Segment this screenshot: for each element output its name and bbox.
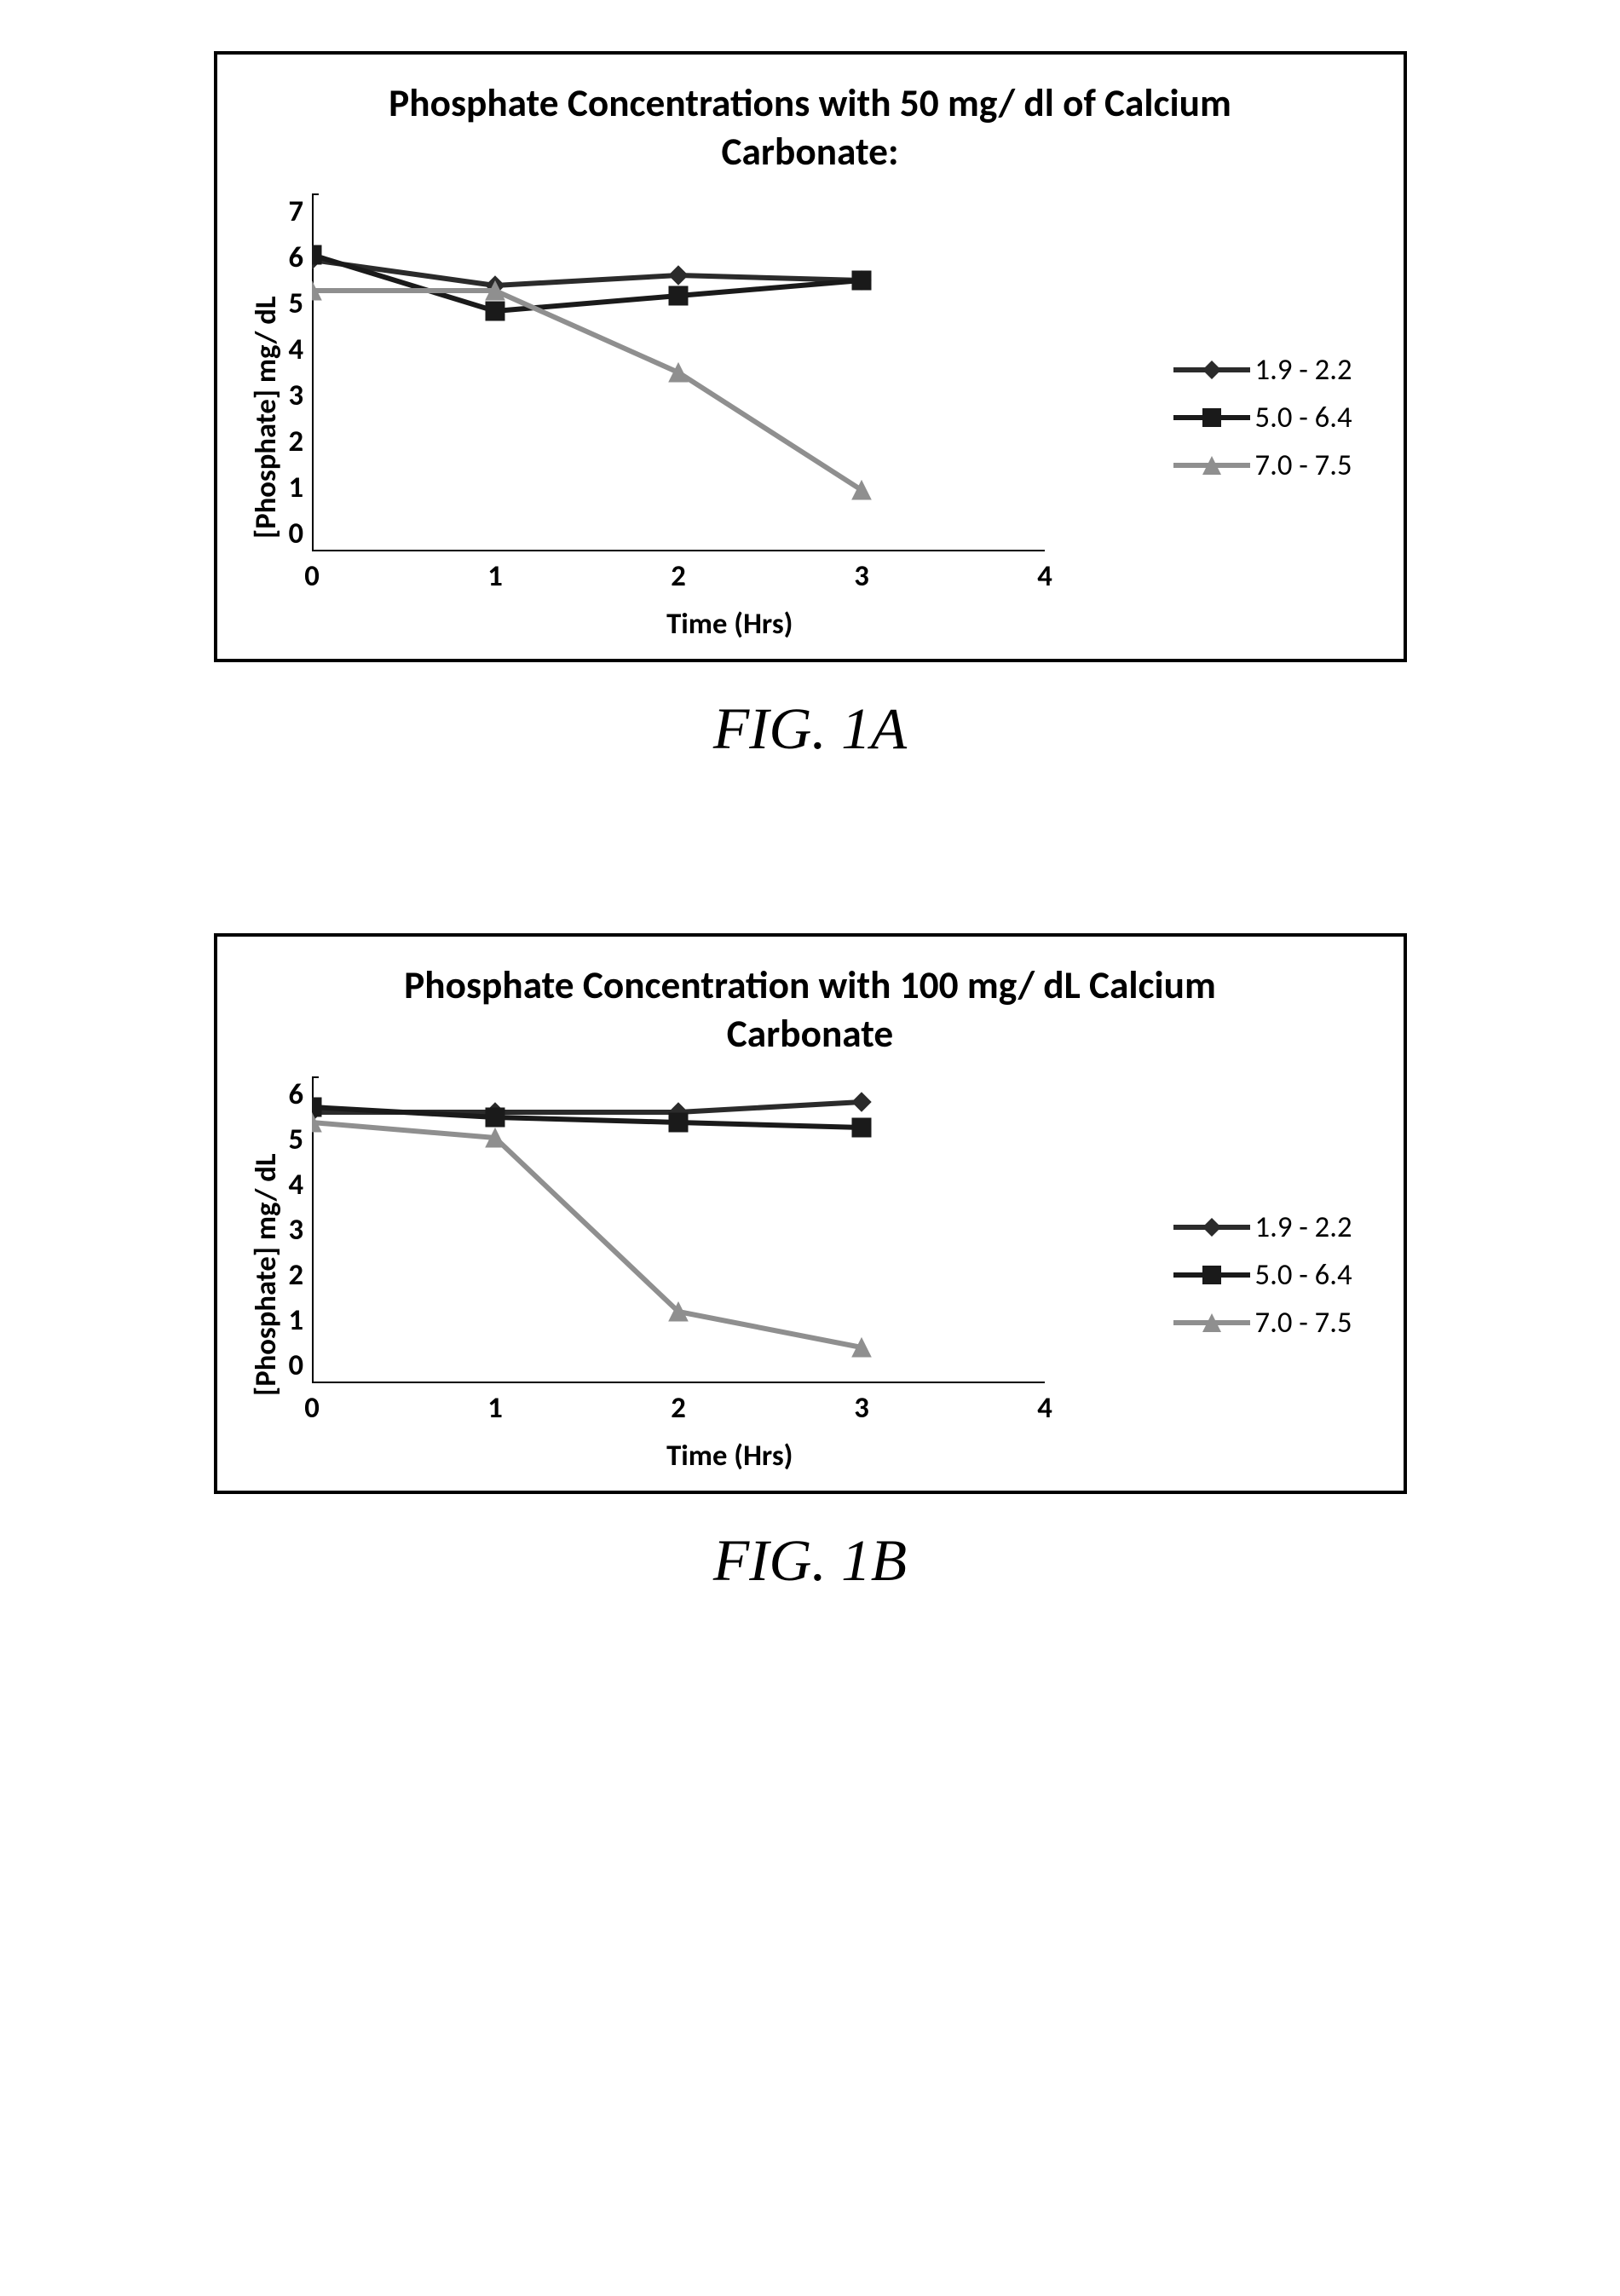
ytick-label: 6: [289, 1076, 304, 1112]
panel-gap: [0, 797, 1620, 933]
figure-1b-title-line2: Carbonate: [727, 1011, 893, 1058]
figure-1a-chart-row: [Phosphate] mg/ dL 7 6 5 4 3 2 1 0 0 1 2 3 4 Time (…: [243, 193, 1378, 642]
ytick-label: 7: [289, 193, 304, 229]
figure-1a-svg: [312, 193, 1045, 551]
legend-item: 1.9 - 2.2: [1173, 1209, 1378, 1245]
figure-1b-xlabel: Time (Hrs): [312, 1438, 1147, 1474]
legend-swatch-icon: [1173, 1214, 1250, 1240]
figure-1b-plot: 01234 Time (Hrs): [312, 1076, 1147, 1474]
figure-1b-panel: Phosphate Concentration with 100 mg/ dL …: [214, 933, 1407, 1594]
xtick-label: 0: [295, 558, 329, 594]
figure-1b-border: Phosphate Concentration with 100 mg/ dL …: [214, 933, 1407, 1493]
figure-1a-title: Phosphate Concentrations with 50 mg/ dl …: [243, 80, 1378, 176]
ytick-label: 3: [289, 378, 304, 413]
figure-1a-xticks: 01234: [312, 558, 1147, 592]
ytick-label: 0: [289, 516, 304, 551]
legend-label: 5.0 - 6.4: [1250, 400, 1352, 436]
ytick-label: 5: [289, 1122, 304, 1157]
figure-1a-border: Phosphate Concentrations with 50 mg/ dl …: [214, 51, 1407, 662]
legend-label: 5.0 - 6.4: [1250, 1257, 1352, 1293]
figure-1a-plot: 01234 Time (Hrs): [312, 193, 1147, 642]
xtick-label: 1: [478, 558, 512, 594]
figure-1a-xlabel: Time (Hrs): [312, 606, 1147, 642]
xtick-label: 4: [1028, 1390, 1062, 1426]
figure-1b-title-line1: Phosphate Concentration with 100 mg/ dL …: [404, 962, 1216, 1009]
legend-swatch-icon: [1173, 405, 1250, 430]
figure-1a-title-line2: Carbonate:: [722, 129, 899, 176]
ytick-label: 2: [289, 1257, 304, 1293]
legend-item: 5.0 - 6.4: [1173, 400, 1378, 436]
figure-1b-yticks: 6 5 4 3 2 1 0: [289, 1076, 313, 1383]
ytick-label: 0: [289, 1347, 304, 1383]
figure-1a-ylabel: [Phosphate] mg/ dL: [243, 193, 289, 642]
legend-label: 7.0 - 7.5: [1250, 1305, 1352, 1341]
legend-label: 1.9 - 2.2: [1250, 1209, 1352, 1245]
figure-1b-legend: 1.9 - 2.2 5.0 - 6.4 7.0 - 7.5: [1148, 1076, 1378, 1474]
figure-1b-xticks-row: 01234: [312, 1390, 1147, 1424]
figure-1a-xticks-row: 01234: [312, 558, 1147, 592]
figure-1b-chart-row: [Phosphate] mg/ dL 6 5 4 3 2 1 0 0 1 2 3 4 Time (H…: [243, 1076, 1378, 1474]
figure-1a-title-line1: Phosphate Concentrations with 50 mg/ dl …: [389, 80, 1231, 127]
xtick-label: 3: [845, 1390, 879, 1426]
ytick-label: 1: [289, 470, 304, 505]
ytick-label: 1: [289, 1302, 304, 1338]
legend-item: 7.0 - 7.5: [1173, 447, 1378, 483]
legend-swatch-icon: [1173, 1262, 1250, 1288]
figure-1a-caption: FIG. 1A: [214, 695, 1407, 763]
legend-swatch-icon: [1173, 453, 1250, 478]
ytick-label: 2: [289, 424, 304, 459]
ytick-label: 5: [289, 286, 304, 321]
ytick-label: 6: [289, 239, 304, 275]
legend-label: 7.0 - 7.5: [1250, 447, 1352, 483]
xtick-label: 0: [295, 1390, 329, 1426]
figure-1a-yticks: 7 6 5 4 3 2 1 0: [289, 193, 313, 551]
ytick-label: 3: [289, 1212, 304, 1248]
figure-1b-title: Phosphate Concentration with 100 mg/ dL …: [243, 962, 1378, 1059]
xtick-label: 3: [845, 558, 879, 594]
figure-1b-xticks: 01234: [312, 1390, 1147, 1424]
figure-1b-ylabel: [Phosphate] mg/ dL: [243, 1076, 289, 1474]
legend-swatch-icon: [1173, 357, 1250, 383]
ytick-label: 4: [289, 1167, 304, 1203]
xtick-label: 1: [478, 1390, 512, 1426]
xtick-label: 2: [661, 558, 695, 594]
figure-1b-svg: [312, 1076, 1045, 1383]
xtick-label: 4: [1028, 558, 1062, 594]
ytick-label: 4: [289, 332, 304, 367]
legend-item: 7.0 - 7.5: [1173, 1305, 1378, 1341]
figure-1b-caption: FIG. 1B: [214, 1526, 1407, 1595]
legend-label: 1.9 - 2.2: [1250, 352, 1352, 388]
legend-item: 1.9 - 2.2: [1173, 352, 1378, 388]
legend-item: 5.0 - 6.4: [1173, 1257, 1378, 1293]
legend-swatch-icon: [1173, 1310, 1250, 1335]
figure-1a-legend: 1.9 - 2.2 5.0 - 6.4 7.0 - 7.5: [1148, 193, 1378, 642]
xtick-label: 2: [661, 1390, 695, 1426]
page: { "page": { "width_px": 1901, "height_px…: [0, 0, 1620, 1680]
figure-1a-panel: Phosphate Concentrations with 50 mg/ dl …: [214, 51, 1407, 763]
